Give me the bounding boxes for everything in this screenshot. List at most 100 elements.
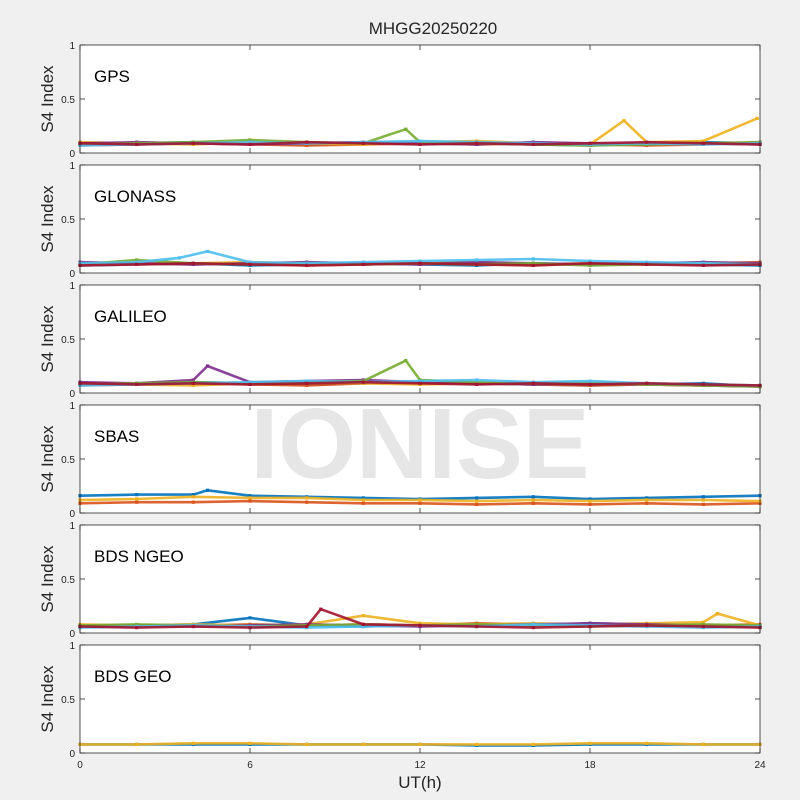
- data-point-bds-ngeo-6-6: [361, 622, 365, 626]
- data-point-sbas-0-3: [205, 488, 210, 492]
- data-point-glonass-5-2: [177, 256, 181, 260]
- data-point-glonass-6-9: [588, 261, 592, 265]
- data-point-glonass-5-9: [531, 257, 535, 261]
- panel-label-galileo: GALILEO: [94, 307, 167, 326]
- data-point-glonass-5-1: [135, 260, 139, 264]
- data-point-bds-ngeo-6-5: [319, 607, 323, 611]
- data-point-bds-geo-1-4: [305, 742, 309, 746]
- data-point-galileo-6-4: [305, 381, 309, 385]
- y-axis-label-sbas: S4 Index: [38, 425, 57, 493]
- data-point-glonass-5-5: [305, 261, 309, 265]
- data-point-glonass-6-2: [191, 261, 195, 265]
- data-point-sbas-2-3: [248, 496, 252, 500]
- y-tick-label-glonass-0: 0: [69, 269, 75, 280]
- data-point-galileo-2-2: [191, 383, 195, 387]
- y-tick-label-gps-0.5: 0.5: [61, 95, 75, 106]
- data-point-galileo-6-2: [191, 381, 195, 385]
- data-point-bds-geo-1-3: [248, 741, 252, 745]
- panel-glonass: 0 0.5 1 GLONASS S4 Index: [38, 161, 762, 280]
- data-point-sbas-0-10: [588, 497, 592, 501]
- panel-sbas: 0 0.5 1 SBAS S4 Index: [38, 401, 762, 520]
- data-point-gps-6-5: [361, 141, 365, 145]
- data-point-bds-ngeo-6-1: [135, 626, 139, 630]
- data-point-glonass-4-9: [588, 263, 592, 267]
- y-tick-label-bds-geo-1: 1: [69, 641, 75, 652]
- y-tick-label-bds-ngeo-0.5: 0.5: [61, 575, 75, 586]
- data-point-galileo-6-6: [418, 381, 422, 385]
- data-point-bds-geo-1-11: [701, 742, 705, 746]
- data-point-glonass-6-3: [248, 262, 252, 266]
- data-point-glonass-6-5: [361, 262, 365, 266]
- y-tick-label-galileo-0.5: 0.5: [61, 335, 75, 346]
- data-point-glonass-4-8: [531, 261, 535, 265]
- data-point-gps-6-6: [418, 142, 422, 146]
- series-line-bds-ngeo-6: [79, 607, 761, 629]
- data-point-bds-ngeo-4-1: [135, 622, 139, 626]
- panel-label-gps: GPS: [94, 67, 130, 86]
- data-point-bds-ngeo-2-11: [701, 620, 705, 624]
- data-point-glonass-5-7: [418, 259, 422, 263]
- data-point-galileo-6-3: [248, 382, 252, 386]
- data-point-bds-ngeo-6-8: [475, 624, 479, 629]
- data-point-sbas-1-2: [191, 500, 195, 504]
- data-point-sbas-0-4: [248, 494, 252, 498]
- data-point-sbas-0-1: [135, 493, 139, 497]
- data-point-galileo-6-10: [645, 381, 649, 385]
- data-point-sbas-1-6: [418, 501, 422, 505]
- data-point-bds-ngeo-6-9: [531, 626, 535, 630]
- y-tick-label-bds-geo-0: 0: [69, 749, 75, 760]
- data-point-bds-ngeo-6-4: [305, 624, 309, 629]
- data-point-bds-ngeo-5-5: [361, 624, 365, 629]
- data-point-sbas-1-11: [701, 502, 705, 506]
- data-point-gps-1-4: [305, 143, 309, 147]
- data-point-sbas-1-10: [645, 501, 649, 505]
- data-point-sbas-1-5: [361, 501, 365, 505]
- x-tick-label-18: 18: [584, 760, 596, 771]
- y-axis-label-galileo: S4 Index: [38, 305, 57, 373]
- data-point-gps-2-10: [622, 119, 626, 123]
- data-point-gps-6-3: [248, 142, 252, 146]
- data-point-bds-ngeo-6-7: [418, 623, 422, 627]
- data-point-bds-ngeo-5-8: [531, 622, 535, 626]
- panel-bds-geo: 0 0.5 1 BDS GEO S4 Index 0 6 12 18 24: [38, 641, 766, 771]
- panel-label-sbas: SBAS: [94, 427, 139, 446]
- data-point-galileo-5-9: [588, 379, 592, 383]
- data-point-sbas-2-2: [191, 495, 195, 499]
- data-point-bds-geo-1-5: [361, 742, 365, 746]
- data-point-sbas-1-4: [305, 500, 309, 504]
- y-tick-label-galileo-1: 1: [69, 281, 75, 292]
- y-tick-label-bds-ngeo-1: 1: [69, 521, 75, 532]
- data-point-bds-ngeo-0-3: [248, 616, 252, 620]
- data-point-gps-6-2: [191, 141, 195, 145]
- data-point-gps-6-9: [588, 141, 592, 145]
- data-point-sbas-1-1: [135, 500, 139, 504]
- data-point-gps-6-4: [305, 140, 309, 144]
- data-point-bds-ngeo-2-12: [715, 612, 720, 616]
- y-tick-label-glonass-1: 1: [69, 161, 75, 172]
- data-point-sbas-1-8: [531, 501, 535, 505]
- data-point-bds-geo-1-10: [645, 741, 649, 745]
- data-point-galileo-6-8: [531, 381, 535, 385]
- data-point-bds-ngeo-2-5: [361, 614, 365, 618]
- data-point-galileo-5-4: [305, 379, 309, 383]
- data-point-bds-ngeo-4-11: [701, 622, 705, 626]
- data-point-bds-ngeo-6-10: [588, 624, 592, 629]
- data-point-bds-ngeo-6-3: [248, 626, 252, 630]
- data-point-glonass-6-10: [645, 262, 649, 266]
- data-point-galileo-5-6: [418, 379, 422, 383]
- data-point-sbas-2-9: [588, 499, 592, 503]
- data-point-bds-geo-1-7: [475, 742, 479, 746]
- panel-label-bds-geo: BDS GEO: [94, 667, 171, 686]
- data-point-bds-ngeo-6-12: [701, 624, 705, 629]
- y-tick-label-gps-0: 0: [69, 149, 75, 160]
- data-point-glonass-5-3: [205, 249, 210, 253]
- data-point-bds-ngeo-6-11: [645, 623, 649, 627]
- data-point-glonass-5-11: [645, 260, 649, 264]
- panels: 0 0.5 1 GPS S4 Index 0 0.5 1 GLONASS S4 Index 0 0.5…: [38, 41, 766, 771]
- data-point-sbas-2-4: [305, 496, 309, 500]
- data-point-sbas-0-6: [361, 496, 365, 500]
- data-point-galileo-6-9: [588, 382, 592, 386]
- data-point-glonass-6-7: [475, 262, 479, 266]
- data-point-glonass-5-6: [361, 260, 365, 264]
